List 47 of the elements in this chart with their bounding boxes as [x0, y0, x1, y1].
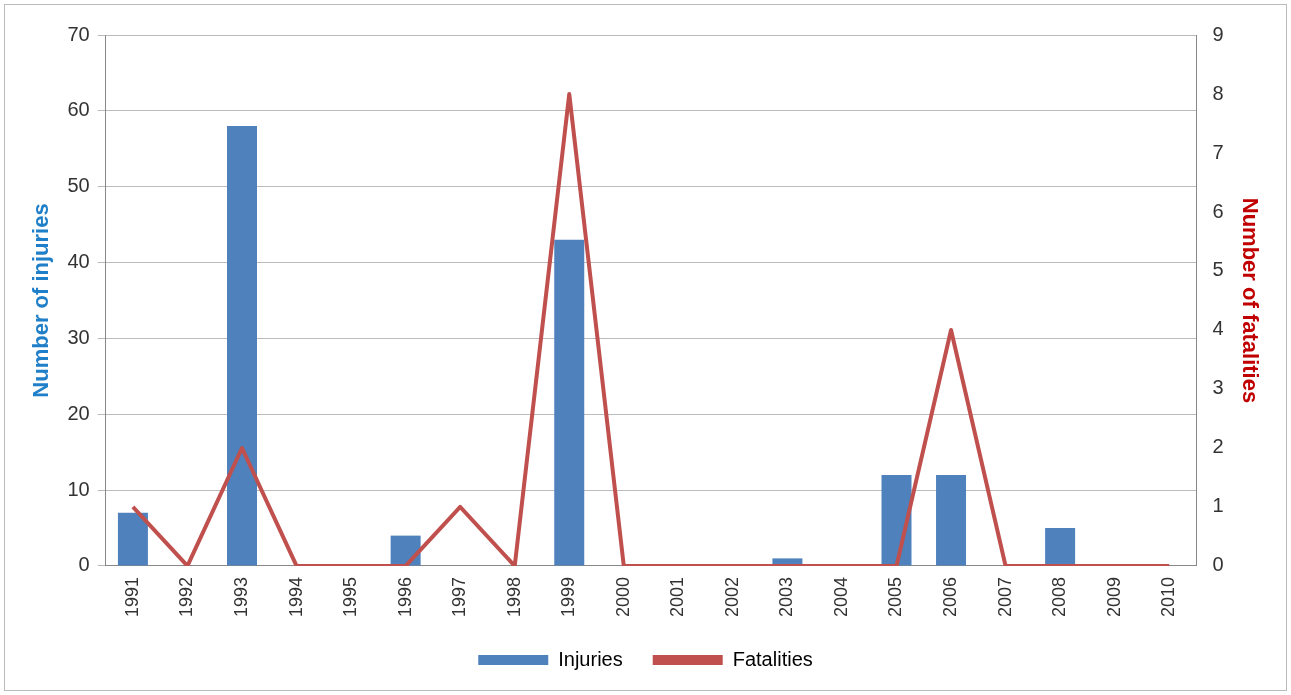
bar — [554, 239, 585, 566]
x-tick-label: 2007 — [994, 576, 1015, 617]
y2-tick-label: 0 — [1212, 553, 1224, 576]
x-tick-label: 2009 — [1103, 576, 1124, 617]
x-tick-label: 1991 — [121, 576, 142, 617]
x-tick-label: 1994 — [285, 576, 306, 617]
x-tick-label: 1993 — [230, 576, 251, 617]
y2-tick-label: 4 — [1212, 317, 1224, 340]
y-tick-label: 20 — [67, 401, 90, 424]
y2-tick-label: 3 — [1212, 376, 1224, 399]
y-tick-label: 30 — [67, 325, 90, 348]
x-tick-label: 2003 — [776, 576, 797, 617]
x-tick-label: 2000 — [612, 576, 633, 617]
y2-tick-label: 6 — [1212, 199, 1224, 222]
y2-tick-label: 9 — [1212, 22, 1224, 45]
y2-tick-label: 5 — [1212, 258, 1224, 281]
x-tick-label: 1999 — [558, 576, 579, 617]
y2-tick-label: 1 — [1212, 494, 1224, 517]
bar — [227, 126, 257, 566]
legend-label: Fatalities — [732, 647, 813, 670]
x-tick-label: 1998 — [503, 576, 524, 617]
legend-label: Injuries — [558, 647, 623, 670]
y2-tick-label: 8 — [1212, 81, 1224, 104]
bar — [1045, 528, 1076, 566]
y2-axis-title: Number of fatalities — [1237, 197, 1263, 404]
x-tick-label: 2005 — [885, 576, 906, 617]
x-tick-label: 2004 — [830, 576, 851, 617]
y2-tick-label: 2 — [1212, 435, 1224, 458]
x-tick-label: 1992 — [176, 576, 197, 617]
y2-tick-label: 7 — [1212, 140, 1224, 163]
x-tick-label: 2001 — [667, 576, 688, 617]
x-tick-label: 2010 — [1158, 576, 1179, 617]
x-tick-label: 2008 — [1049, 576, 1070, 617]
bar — [936, 474, 967, 566]
y-tick-label: 10 — [67, 477, 90, 500]
y-tick-label: 40 — [67, 250, 90, 273]
x-tick-label: 1997 — [449, 576, 470, 617]
y-tick-label: 60 — [67, 98, 90, 121]
y-tick-label: 70 — [67, 22, 90, 45]
x-tick-label: 1996 — [394, 576, 415, 617]
y-axis-title: Number of injuries — [28, 203, 54, 398]
x-tick-label: 2002 — [721, 576, 742, 617]
y-tick-label: 0 — [78, 553, 90, 576]
bar — [117, 512, 148, 566]
x-tick-label: 1995 — [340, 576, 361, 617]
x-tick-label: 2006 — [940, 576, 961, 617]
y-tick-label: 50 — [67, 174, 90, 197]
